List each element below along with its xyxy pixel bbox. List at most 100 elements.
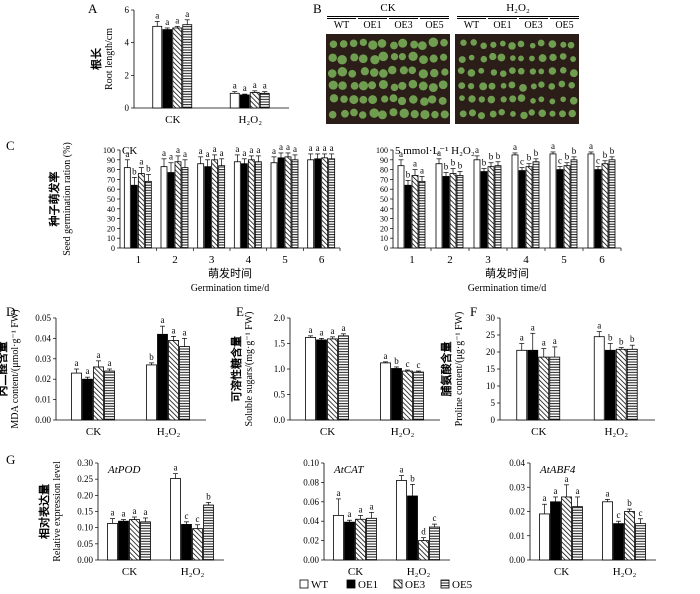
significance-letter-C2: a [437, 148, 441, 158]
y-tick-label-C2: 70 [380, 175, 388, 184]
significance-letter-C1: b [146, 164, 151, 174]
seedling [468, 95, 476, 103]
photo-label-OE3: OE3 [519, 18, 548, 31]
x-tick-label-C1: 4 [246, 254, 252, 266]
y-axis-title-F: 脯氨酸含量 Proline content/(μg·g⁻¹ FW) [439, 312, 465, 427]
seedling [409, 95, 418, 104]
seedling [368, 95, 378, 104]
seedling [559, 66, 567, 74]
significance-letter-C1: a [316, 143, 320, 153]
significance-letter-G3: a [576, 486, 580, 496]
significance-letter-C1: a [235, 144, 239, 154]
seedling [398, 38, 408, 48]
seedling [427, 95, 437, 104]
y-tick-label-C2: 90 [380, 156, 388, 165]
significance-letter-G1: a [111, 508, 115, 518]
photo-label-OE5: OE5 [420, 18, 449, 31]
bar-A-OE1-H₂O₂ [239, 94, 250, 109]
seedling [338, 81, 347, 90]
seedling [358, 54, 368, 64]
x-tick-label-D: CK [86, 426, 101, 438]
significance-letter-A: a [185, 9, 189, 19]
x-tick-label-G1: H₂O₂ [181, 566, 205, 578]
bar-C2-OE5-6 [608, 159, 616, 249]
bar-G1-OE3-CK [129, 519, 140, 561]
x-tick-label-G2: CK [348, 566, 363, 578]
y-tick-label-G2: 0.00 [303, 555, 319, 565]
seedling [408, 51, 418, 61]
seedling [441, 68, 449, 76]
bar-C1-OE3-3 [211, 159, 219, 249]
x-tick-label-A: CK [165, 114, 180, 126]
photo-label-OE3: OE3 [389, 18, 418, 31]
seedling [529, 55, 535, 62]
significance-letter-A: a [155, 10, 159, 20]
plate-ck [326, 34, 450, 124]
significance-letter-A: a [243, 83, 247, 93]
significance-letter-G1: a [144, 507, 148, 517]
seedling [460, 39, 467, 46]
significance-letter-C1: a [169, 152, 173, 162]
x-tick-label-C2: 4 [523, 254, 529, 266]
photo-header-line-h2o2 [457, 16, 579, 17]
panel-letter-f: F [470, 304, 478, 319]
bar-G3-WT-H₂O₂ [602, 501, 613, 561]
x-tick-label-G3: H₂O₂ [613, 566, 637, 578]
bar-C1-OE5-6 [328, 158, 336, 249]
y-tick-label-G1: 0.15 [77, 507, 93, 517]
seedling [458, 56, 466, 64]
seedling [530, 98, 536, 104]
significance-letter-C2: b [406, 169, 411, 179]
y-tick-label-E: 1.0 [274, 364, 286, 374]
y-tick-label-C2: 20 [380, 224, 388, 233]
y-tick-label-C1: 60 [107, 185, 115, 194]
chart-title-G1: AtPOD [107, 464, 140, 476]
significance-letter-A: a [263, 81, 267, 91]
significance-letter-C2: a [475, 145, 479, 155]
y-tick-label-D: 0.04 [35, 333, 51, 343]
seedling [420, 97, 429, 106]
seedling [398, 53, 407, 61]
chart-title-G3: AtABF4 [539, 464, 576, 476]
svg-text:脯氨酸含量: 脯氨酸含量 [439, 342, 453, 398]
y-axis-title-A: 根长 Root length/cm [89, 28, 115, 90]
seedling [337, 54, 347, 65]
y-tick-label-C1: 70 [107, 175, 115, 184]
x-tick-label-A: H₂O₂ [238, 114, 262, 126]
y-tick-label-A: 0 [125, 103, 130, 113]
svg-text:根长: 根长 [89, 47, 103, 70]
bar-C1-OE1-4 [240, 163, 248, 249]
svg-text:Root length/cm: Root length/cm [104, 28, 115, 90]
seedling [560, 96, 567, 103]
bar-D-OE5-H₂O₂ [179, 346, 190, 421]
bar-D-OE1-H₂O₂ [157, 333, 168, 421]
bar-G1-WT-CK [107, 523, 118, 561]
seedling [349, 39, 358, 48]
significance-letter-E: a [320, 327, 324, 337]
significance-letter-G2: a [370, 501, 374, 511]
seedling [350, 53, 359, 62]
seedling [397, 96, 407, 106]
y-tick-label-D: 0.00 [35, 415, 51, 425]
legend-swatch-WT [299, 579, 309, 589]
seedling [370, 55, 380, 65]
bar-C1-OE3-6 [321, 157, 329, 249]
significance-letter-E: a [331, 326, 335, 336]
y-tick-label-E: 0.5 [274, 390, 286, 400]
y-tick-label-C2: 60 [380, 185, 388, 194]
x-tick-label-C2: 6 [599, 254, 605, 266]
seedlings [327, 37, 578, 120]
seedling [369, 68, 379, 77]
significance-letter-C1: a [256, 145, 260, 155]
significance-letter-C1: a [183, 149, 187, 159]
seedling [499, 70, 507, 78]
significance-letter-C2: a [413, 159, 417, 169]
significance-letter-G3: b [627, 498, 632, 508]
y-tick-label-G2: 0.10 [303, 458, 319, 468]
bar-D-OE3-H₂O₂ [168, 340, 179, 421]
significance-letter-C2: b [534, 148, 539, 158]
x-axis-title-en: Germination time/d [191, 283, 270, 294]
significance-letter-G1: a [122, 509, 126, 519]
seedling [428, 83, 438, 92]
bar-C1-OE5-1 [144, 180, 152, 249]
